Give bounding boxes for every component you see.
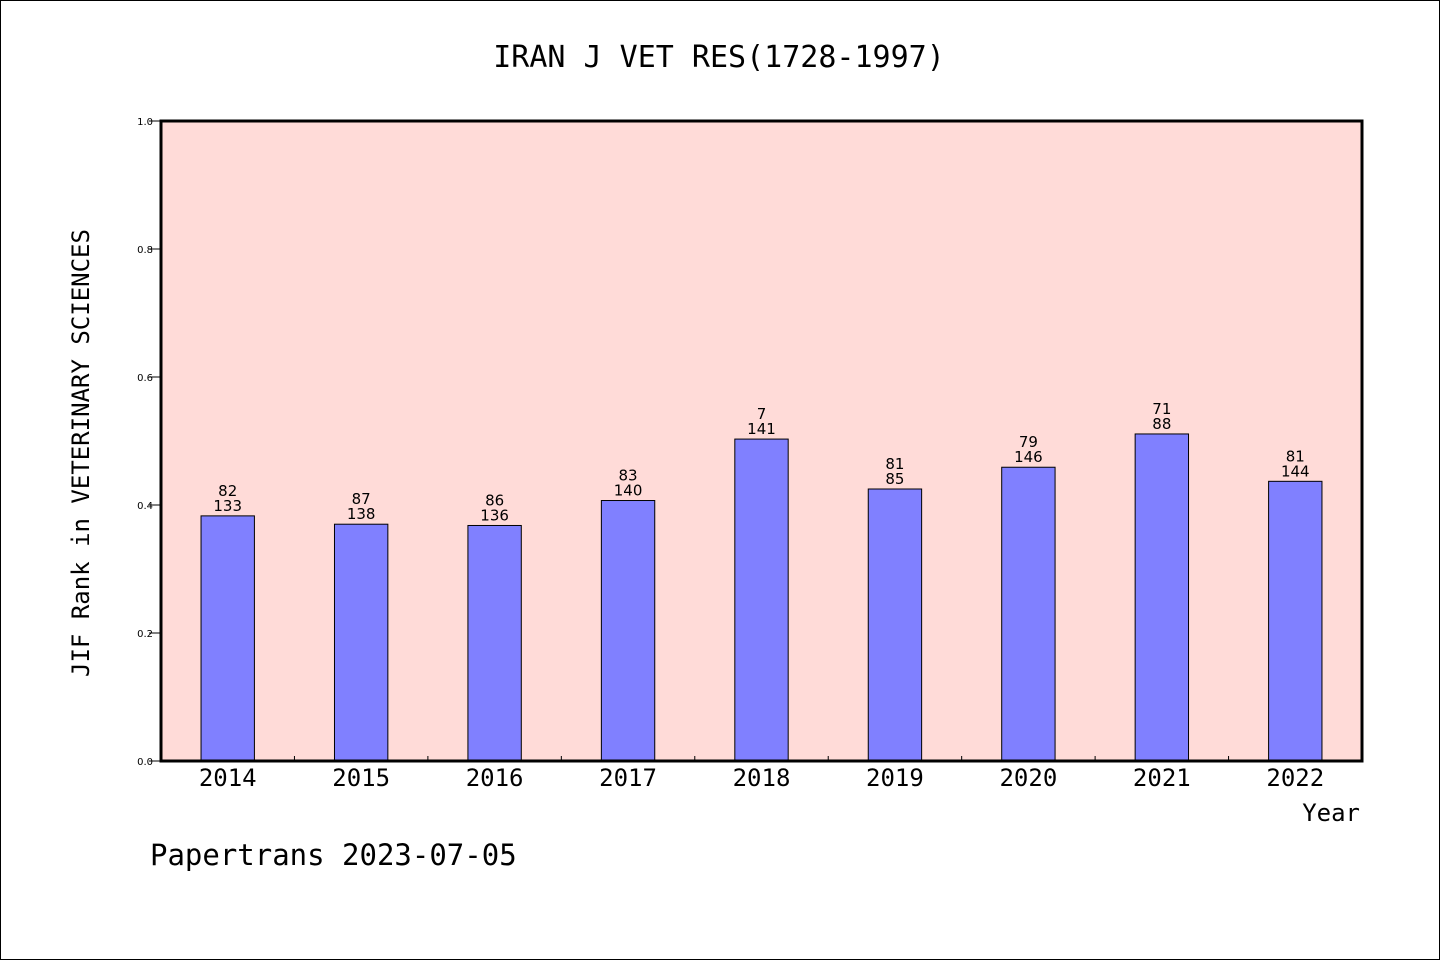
bar-label-total: 85 xyxy=(885,470,904,488)
y-tick-label: 0.6 xyxy=(137,373,153,384)
x-tick-label: 2017 xyxy=(599,764,657,792)
x-tick-label: 2015 xyxy=(332,764,390,792)
y-axis: 0.0 0.2 0.4 0.6 0.8 1.0 xyxy=(137,117,161,768)
x-tick-label: 2018 xyxy=(733,764,791,792)
bar-label-rank: 82 xyxy=(218,482,237,500)
y-tick-label: 1.0 xyxy=(137,117,153,128)
bar-label-total: 146 xyxy=(1014,448,1043,466)
x-tick-label: 2014 xyxy=(199,764,257,792)
bar-label-rank: 86 xyxy=(485,491,504,509)
bar-label-rank: 79 xyxy=(1019,433,1038,451)
bar-label-total: 138 xyxy=(347,505,376,523)
y-axis-label: JIF Rank in VETERINARY SCIENCES xyxy=(67,229,95,677)
bar-label-total: 140 xyxy=(614,482,643,500)
x-tick-label: 2019 xyxy=(866,764,924,792)
footer-watermark: Papertrans 2023-07-05 xyxy=(150,838,517,872)
y-tick-label: 0.8 xyxy=(137,245,153,256)
bar-label-total: 136 xyxy=(480,506,509,524)
x-axis-label: Year xyxy=(1302,799,1360,827)
x-tick-label: 2021 xyxy=(1133,764,1191,792)
bar-label-total: 133 xyxy=(213,497,242,515)
bar xyxy=(333,523,389,762)
bar-series xyxy=(200,433,1323,762)
bar xyxy=(467,524,522,762)
bar xyxy=(600,500,656,762)
bar xyxy=(200,515,255,762)
bar xyxy=(1001,466,1056,762)
y-tick-label: 0.4 xyxy=(137,501,153,512)
bar-label-rank: 7 xyxy=(757,405,767,423)
chart-title: IRAN J VET RES(1728-1997) xyxy=(493,40,945,75)
x-tick-label: 2016 xyxy=(466,764,524,792)
bar-label-rank: 81 xyxy=(885,455,904,473)
bar-label-rank: 71 xyxy=(1152,400,1171,418)
bar xyxy=(734,438,789,762)
y-tick-label: 0.0 xyxy=(137,757,153,768)
bar xyxy=(1134,433,1190,762)
bar-label-rank: 83 xyxy=(619,467,638,485)
x-tick-label: 2020 xyxy=(999,764,1057,792)
y-tick-label: 0.2 xyxy=(137,629,153,640)
bar-label-total: 144 xyxy=(1281,462,1310,480)
bar-label-total: 88 xyxy=(1152,415,1171,433)
bar xyxy=(867,488,923,762)
bar-label-total: 141 xyxy=(747,420,776,438)
bar-label-rank: 87 xyxy=(352,490,371,508)
x-tick-label: 2022 xyxy=(1266,764,1324,792)
x-axis: 2014 2015 2016 2017 2018 2019 2020 2021 2022 xyxy=(199,756,1324,792)
bar xyxy=(1268,480,1323,762)
plot-border xyxy=(159,119,1364,763)
bar-label-rank: 81 xyxy=(1286,447,1305,465)
